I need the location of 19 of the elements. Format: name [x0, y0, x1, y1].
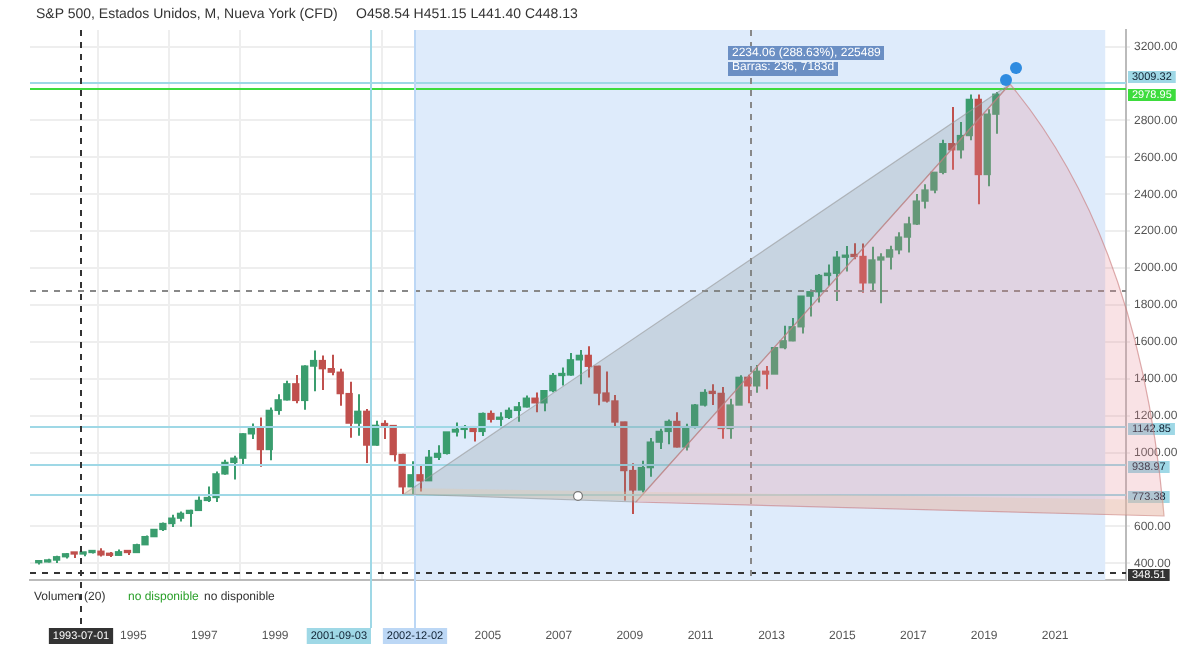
candlestick [256, 416, 264, 468]
candlestick [363, 408, 371, 464]
candlestick [885, 244, 894, 271]
candlestick [407, 460, 415, 497]
candlestick [868, 245, 876, 293]
candlestick [965, 93, 974, 142]
candlestick [531, 391, 539, 414]
candlestick [770, 346, 779, 375]
candlestick [513, 400, 522, 423]
candlestick [309, 349, 318, 393]
candlestick [832, 249, 841, 303]
candlestick [566, 351, 575, 377]
candlestick [761, 364, 770, 391]
candlestick [354, 393, 362, 437]
candlestick [753, 363, 761, 394]
candlestick [948, 105, 956, 171]
candlestick [301, 364, 309, 411]
candlestick [416, 463, 424, 493]
candlestick [292, 373, 300, 405]
